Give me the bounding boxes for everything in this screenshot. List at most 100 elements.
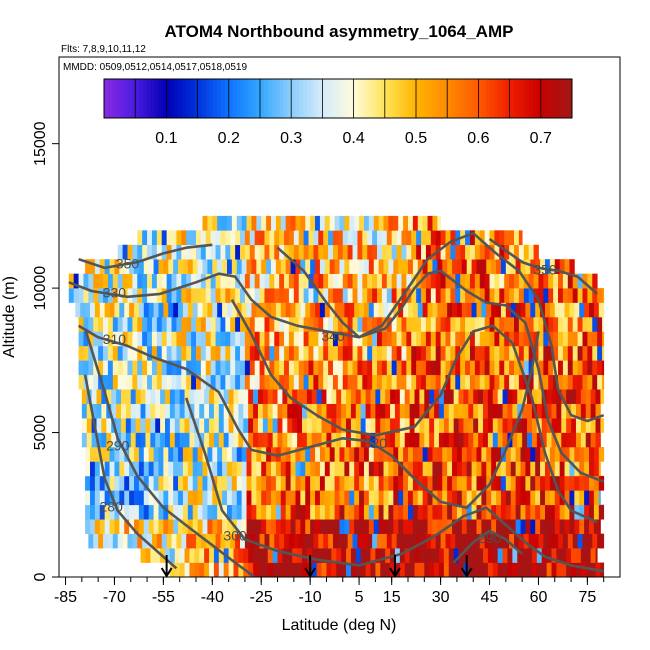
heatmap-cell (598, 475, 605, 491)
heatmap-cell (300, 504, 306, 520)
heatmap-cell (372, 345, 378, 361)
heatmap-cell (347, 345, 353, 361)
heatmap-cell (134, 259, 140, 274)
heatmap-cell (272, 418, 278, 433)
heatmap-cell (209, 562, 215, 577)
heatmap-cell (347, 273, 353, 289)
heatmap-cell (487, 403, 494, 419)
heatmap-cell (558, 288, 564, 303)
heatmap-cell (220, 244, 226, 260)
heatmap-cell (205, 360, 212, 376)
heatmap-cell (195, 288, 202, 303)
heatmap-cell (288, 244, 295, 260)
heatmap-cell (432, 519, 438, 534)
heatmap-cell (453, 432, 459, 448)
heatmap-cell (473, 418, 479, 433)
heatmap-cell (166, 317, 172, 332)
heatmap-cell (368, 519, 375, 534)
heatmap-cell (160, 389, 166, 404)
heatmap-cell (122, 360, 128, 376)
heatmap-cell (215, 288, 221, 303)
heatmap-cell (236, 490, 243, 506)
heatmap-cell (256, 475, 262, 491)
heatmap-cell (311, 418, 318, 433)
heatmap-cell (425, 360, 432, 376)
heatmap-cell (359, 302, 365, 318)
colorbar: 0.1 0.2 0.3 0.4 0.5 0.6 0.7 (103, 78, 573, 147)
heatmap-cell (138, 447, 145, 462)
heatmap-cell (365, 418, 371, 433)
heatmap-cell (169, 432, 176, 448)
heatmap-cell (297, 389, 303, 404)
heatmap-cell (293, 360, 300, 376)
heatmap-cell (241, 490, 247, 506)
heatmap-cell (274, 331, 280, 347)
heatmap-cell (514, 317, 520, 332)
heatmap-cell (377, 273, 383, 289)
heatmap-cell (530, 475, 536, 491)
heatmap-cell (241, 519, 247, 534)
heatmap-cell (142, 374, 148, 390)
heatmap-cell (471, 461, 477, 477)
heatmap-cell (298, 360, 305, 376)
heatmap-cell (469, 273, 476, 289)
heatmap-cell (303, 244, 309, 260)
heatmap-cell (202, 302, 208, 318)
heatmap-cell (368, 475, 375, 491)
heatmap-cell (425, 345, 432, 361)
heatmap-cell (83, 288, 89, 303)
heatmap-cell (189, 418, 195, 433)
heatmap-cell (354, 447, 360, 462)
heatmap-cell (298, 317, 305, 332)
heatmap-cell (582, 288, 588, 303)
heatmap-cell (204, 562, 210, 577)
heatmap-cell (580, 548, 587, 563)
heatmap-cell (432, 461, 438, 477)
heatmap-cell (189, 432, 195, 448)
heatmap-cell (597, 345, 603, 361)
heatmap-cell (567, 533, 574, 549)
heatmap-cell (572, 360, 578, 376)
heatmap-cell (491, 302, 497, 318)
heatmap-cell (259, 360, 265, 376)
heatmap-cell (156, 244, 163, 260)
heatmap-cell (525, 447, 531, 462)
heatmap-cell (124, 259, 130, 274)
heatmap-cell (207, 259, 213, 274)
heatmap-cell (370, 562, 376, 577)
heatmap-cell (336, 389, 342, 404)
heatmap-cell (406, 360, 412, 376)
heatmap-cell (215, 317, 221, 332)
heatmap-cell (558, 345, 564, 361)
heatmap-cell (579, 490, 585, 506)
heatmap-cell (528, 345, 534, 361)
heatmap-cell (231, 461, 238, 477)
heatmap-cell (226, 475, 233, 491)
heatmap-cell (535, 302, 541, 318)
heatmap-cell (497, 389, 503, 404)
heatmap-cell (89, 461, 96, 477)
heatmap-cell (174, 389, 181, 404)
heatmap-cell (572, 533, 578, 549)
heatmap-cell (293, 331, 300, 347)
heatmap-cell (290, 490, 296, 506)
heatmap-cell (574, 519, 580, 534)
heatmap-cell (138, 475, 145, 491)
heatmap-cell (337, 374, 344, 390)
heatmap-cell (313, 230, 319, 246)
heatmap-cell (310, 490, 316, 506)
heatmap-cell (505, 302, 512, 318)
heatmap-cell (266, 259, 272, 274)
heatmap-cell (468, 432, 474, 448)
heatmap-cell (210, 533, 216, 549)
heatmap-cell (370, 418, 376, 433)
heatmap-cell (88, 533, 94, 549)
heatmap-cell (194, 432, 200, 448)
heatmap-cell (554, 504, 561, 520)
heatmap-cell (483, 403, 489, 419)
heatmap-cell (398, 490, 404, 506)
heatmap-cell (324, 504, 331, 520)
heatmap-cell (595, 389, 601, 404)
heatmap-cell (207, 475, 213, 491)
heatmap-cell (306, 389, 313, 404)
